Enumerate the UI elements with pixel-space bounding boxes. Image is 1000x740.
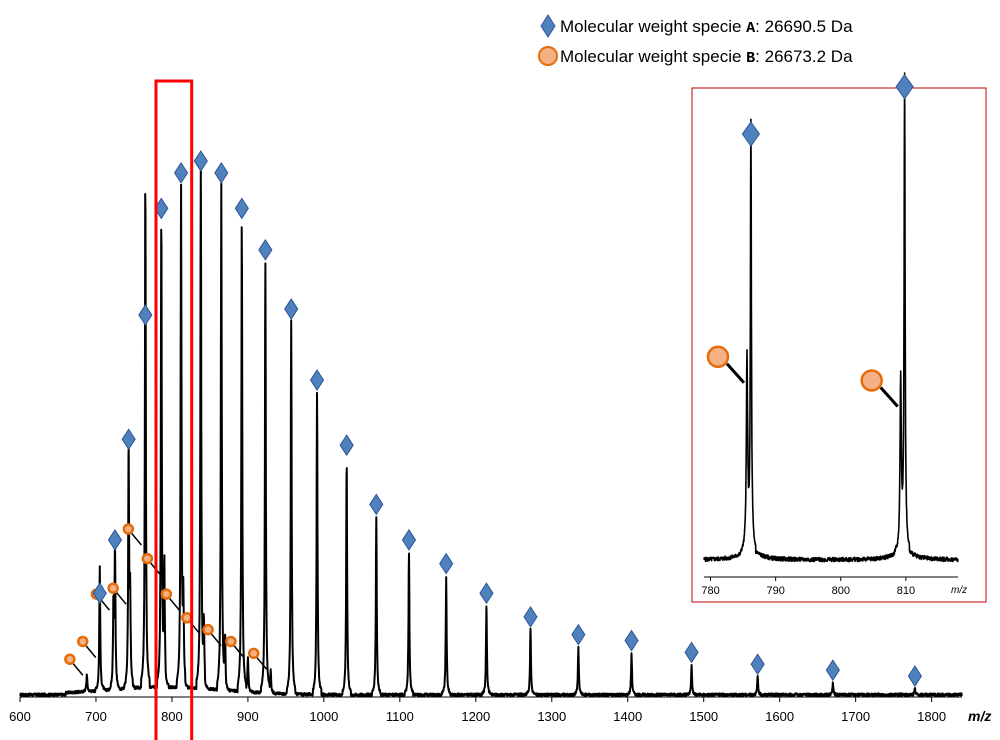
- callout-line: [256, 656, 268, 670]
- specie-b-marker: [202, 623, 214, 636]
- inset-markers: [706, 73, 914, 392]
- callout-line: [85, 644, 97, 658]
- x-tick-label: 700: [85, 709, 107, 724]
- inset-specie-a-marker: [741, 121, 761, 147]
- specie-b-marker: [181, 612, 193, 624]
- legend-item-b: Molecular weight specie B: 26673.2 Da: [538, 46, 853, 67]
- main-spectrum-trace: [19, 164, 963, 697]
- inset-tick-label: 790: [766, 585, 784, 597]
- specie-a-marker: [825, 659, 840, 682]
- legend-label-b: Molecular weight specie B: 26673.2 Da: [560, 47, 853, 67]
- specie-a-marker: [684, 641, 699, 664]
- specie-b-marker: [141, 552, 154, 565]
- inset-frame: [691, 87, 987, 603]
- specie-b-marker: [64, 653, 76, 665]
- specie-b-marker: [122, 523, 135, 535]
- inset-specie-b-marker: [860, 369, 883, 392]
- callout-line: [115, 591, 127, 605]
- x-tick-label: 1300: [537, 709, 566, 724]
- specie-b-marker: [247, 647, 260, 660]
- specie-a-marker: [571, 623, 586, 646]
- specie-a-marker: [309, 369, 325, 391]
- specie-b-marker: [160, 588, 173, 600]
- x-tick-label: 800: [161, 709, 183, 724]
- highlight-region-box: [154, 79, 194, 740]
- specie-b-marker: [77, 635, 89, 648]
- specie-a-marker: [439, 552, 454, 575]
- inset-callout-line: [725, 362, 746, 384]
- inset-specie-b-marker: [706, 345, 730, 369]
- specie-a-marker: [523, 605, 538, 628]
- inset-x-ticks: 780 790 800 810: [701, 577, 915, 597]
- inset-tick-label: 800: [832, 585, 850, 597]
- x-tick-label: 1000: [309, 709, 338, 724]
- callout-line: [72, 662, 84, 676]
- specie-a-marker: [193, 150, 208, 172]
- specie-a-marker: [138, 304, 153, 326]
- specie-b-marker: [107, 582, 119, 594]
- specie-a-marker: [173, 161, 189, 184]
- x-tick-label: 600: [9, 709, 31, 724]
- specie-a-marker: [339, 434, 354, 457]
- main-x-ticks: 600 700 800 900 1000 1100 1200 1300 1400 1500 1600…: [9, 697, 946, 724]
- specie-a-marker: [258, 238, 273, 261]
- inset-callouts: [725, 362, 899, 408]
- legend-marker-circle: [538, 46, 558, 66]
- x-tick-label: 1600: [765, 709, 794, 724]
- specie-a-marker: [479, 582, 494, 605]
- specie-a-marker: [214, 161, 229, 184]
- legend-marker-diamond: [540, 14, 556, 38]
- x-tick-label: 1700: [841, 709, 870, 724]
- legend-label-a: Molecular weight specie A: 26690.5 Da: [560, 17, 853, 37]
- inset-tick-label: 780: [701, 585, 719, 597]
- inset-spectrum-trace: [703, 72, 959, 563]
- x-tick-label: 1800: [917, 709, 946, 724]
- x-tick-label: 1400: [613, 709, 642, 724]
- specie-a-marker: [92, 582, 107, 605]
- callout-line: [233, 644, 245, 658]
- inset-tick-label: 810: [897, 585, 915, 597]
- specie-a-marker: [107, 529, 123, 551]
- specie-a-marker: [369, 493, 384, 516]
- main-markers: [64, 150, 922, 687]
- inset-x-axis-title: m/z: [951, 585, 967, 596]
- inset-spectrum: 780 790 800 810 m/z: [691, 72, 987, 603]
- callout-line: [168, 597, 180, 611]
- main-x-axis-title: m/z: [968, 708, 991, 724]
- main-spectrum: 600 700 800 900 1000 1100 1200 1300 1400 1500 1600…: [9, 79, 991, 740]
- specie-a-marker: [284, 298, 299, 320]
- legend: Molecular weight specie A: 26690.5 Da Mo…: [538, 14, 853, 67]
- inset-callout-line: [879, 386, 899, 408]
- x-tick-label: 1500: [689, 709, 718, 724]
- x-tick-label: 1100: [386, 709, 414, 724]
- specie-a-marker: [624, 629, 639, 652]
- specie-a-marker: [401, 529, 417, 551]
- callout-line: [130, 532, 142, 546]
- specie-b-marker: [225, 635, 237, 648]
- specie-a-marker: [121, 428, 136, 451]
- specie-a-marker: [234, 197, 249, 220]
- x-tick-label: 1200: [461, 709, 490, 724]
- specie-a-marker: [750, 653, 765, 676]
- legend-item-a: Molecular weight specie A: 26690.5 Da: [540, 14, 853, 38]
- specie-a-marker: [907, 665, 922, 687]
- main-callouts: [72, 532, 268, 676]
- callout-line: [210, 633, 222, 647]
- inset-specie-a-marker: [895, 73, 914, 100]
- x-tick-label: 900: [237, 709, 259, 724]
